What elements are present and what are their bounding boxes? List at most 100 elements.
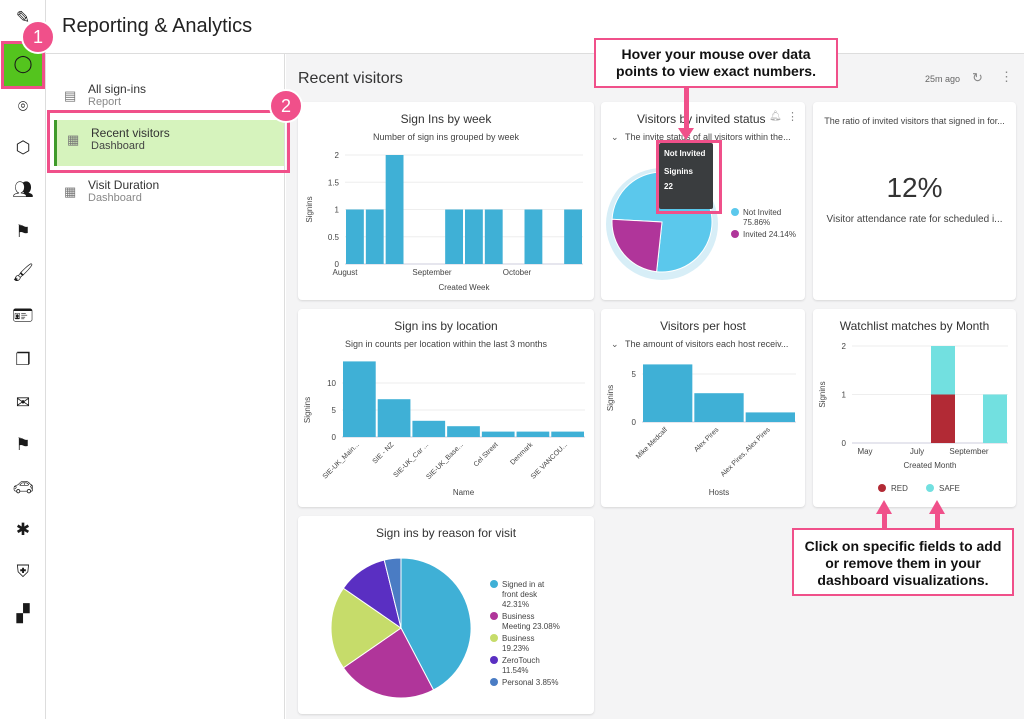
step-badge-1: 1 xyxy=(21,20,55,54)
card-sign-ins-by-reason[interactable]: Signed in at front desk 42.31% Business Meet… xyxy=(298,516,594,714)
pen-icon[interactable]: ✎ xyxy=(15,8,31,27)
paint-roller-icon[interactable]: 🖌︎ xyxy=(12,263,34,282)
badge-icon[interactable]: 🪪︎ xyxy=(12,306,34,325)
last-updated: 25m ago xyxy=(925,74,961,84)
bar xyxy=(365,209,384,264)
pie-slice xyxy=(383,557,402,629)
reports-nav: ▤ All sign-ins Report ▦ Recent visitors … xyxy=(46,54,285,719)
location-icon[interactable]: ⌾ xyxy=(17,97,29,116)
highlight-recent-visitors xyxy=(47,110,290,173)
x-tick-label: SIE-UK_Main... xyxy=(322,441,361,480)
tooltip-label: Not Invited xyxy=(664,149,706,158)
x-tick-label: Alex Pires xyxy=(693,426,721,454)
legend-label: Invited 24.14% xyxy=(743,230,796,239)
signpost-icon[interactable]: ⚑ xyxy=(15,222,31,241)
card-visitors-per-host[interactable]: 0 5 Mike Medcalf Alex Pires Alex Pires, Alex… xyxy=(601,309,805,507)
arrow-up-red xyxy=(876,500,892,514)
dashboard-icon: ▦ xyxy=(64,184,77,199)
card-title: Sign ins by location xyxy=(394,319,498,333)
package-icon[interactable]: ⬡ xyxy=(15,138,31,157)
flag-icon[interactable]: ⚑ xyxy=(15,435,31,454)
y-tick-label: 0 xyxy=(842,439,847,448)
click-tip-callout: Click on specific fields to add or remov… xyxy=(792,528,1014,596)
card-subtitle: The invite status of all visitors within… xyxy=(625,132,791,142)
legend-label: RED xyxy=(891,484,908,493)
bar xyxy=(481,431,515,437)
bar xyxy=(931,394,955,443)
card-title: Visitors by invited status xyxy=(637,112,766,126)
bar xyxy=(643,364,693,422)
card-watchlist-matches[interactable]: 0 1 2 May July September Created Month Signins R… xyxy=(813,309,1016,507)
x-tick-label: May xyxy=(857,447,872,456)
icon-rail: ✎ ◯ ⌾ ⬡ 👥︎ ⚑ 🖌︎ 🪪︎ ❐ ✉ ⚑ 🚗︎ ✱ ⛨ ▞ xyxy=(0,0,46,719)
x-tick-label: Cel Street xyxy=(473,441,500,468)
x-tick-label: August xyxy=(333,268,359,277)
mail-icon[interactable]: ✉ xyxy=(15,393,31,412)
report-icon: ▤ xyxy=(64,88,77,103)
bar xyxy=(346,209,364,264)
x-tick-label: October xyxy=(503,268,532,277)
legend-swatch xyxy=(490,656,498,664)
arrow-down xyxy=(684,86,689,130)
page-title: Reporting & Analytics xyxy=(62,15,253,37)
nav-item-all-sign-ins[interactable]: ▤ All sign-ins Report xyxy=(54,76,284,124)
x-tick-label: September xyxy=(412,268,451,277)
tooltip-value: 22 xyxy=(664,182,673,191)
y-tick-label: 2 xyxy=(842,342,847,351)
car-icon[interactable]: 🚗︎ xyxy=(12,478,34,497)
layout-icon[interactable]: ▞ xyxy=(16,604,30,623)
nav-item-type: Dashboard xyxy=(88,192,142,204)
y-tick-label: 0.5 xyxy=(328,233,340,242)
nav-item-label: Recent visitors xyxy=(91,126,170,140)
x-tick-label: July xyxy=(910,447,924,456)
legend-label: Not Invited 75.86% xyxy=(743,208,781,227)
x-axis-label: Hosts xyxy=(709,488,729,497)
nav-item-label: All sign-ins xyxy=(88,82,147,96)
documents-icon[interactable]: ❐ xyxy=(15,350,31,369)
legend-swatch xyxy=(731,230,739,238)
card-subtitle: Number of sign ins grouped by week xyxy=(372,132,520,142)
step-badge-2: 2 xyxy=(269,89,303,123)
x-tick-label: SIE - NZ xyxy=(372,441,396,465)
dashboard-title: Recent visitors xyxy=(298,70,403,87)
bar xyxy=(412,420,446,437)
arrow-up-safe xyxy=(929,500,945,514)
bar xyxy=(385,155,404,264)
card-subtitle: The ratio of invited visitors that signe… xyxy=(824,116,1005,126)
bar xyxy=(484,209,503,264)
shield-icon[interactable]: ⛨ xyxy=(16,562,30,581)
card-sign-ins-by-location[interactable]: 0 5 10 SIE-UK_Main... SIE - NZ SIE-UK_Car ...… xyxy=(298,309,594,507)
more-options-icon[interactable]: ⋮ xyxy=(1000,69,1013,84)
pie-slice xyxy=(342,627,435,699)
nav-item-recent-visitors[interactable]: ▦ Recent visitors Dashboard xyxy=(54,120,284,166)
expand-chevron-icon[interactable]: ⌄ xyxy=(611,339,619,349)
bar xyxy=(516,431,550,437)
header-divider xyxy=(46,53,1024,54)
expand-chevron-icon[interactable]: ⌄ xyxy=(611,132,619,142)
bar xyxy=(983,394,1007,443)
kpi-label: Visitor attendance rate for scheduled i.… xyxy=(826,214,1003,225)
legend-swatch xyxy=(490,678,498,686)
refresh-icon[interactable]: ↻ xyxy=(972,70,983,85)
bar xyxy=(465,209,483,264)
y-tick-label: 0 xyxy=(335,260,340,269)
nav-item-visit-duration[interactable]: ▦ Visit Duration Dashboard xyxy=(54,172,284,220)
card-title: Visitors per host xyxy=(660,319,746,333)
bar xyxy=(447,426,480,437)
y-axis-label: Signins xyxy=(303,397,312,423)
alert-bell-icon[interactable]: 🔔︎ xyxy=(769,111,782,122)
legend-swatch xyxy=(878,484,886,492)
card-menu-icon[interactable]: ⋮ xyxy=(787,111,798,123)
legend-label: Personal 3.85% xyxy=(502,678,558,687)
nav-item-type: Report xyxy=(88,96,122,108)
bar xyxy=(931,346,955,395)
puzzle-icon[interactable]: ✱ xyxy=(15,520,31,539)
bar xyxy=(524,209,543,264)
y-tick-label: 2 xyxy=(335,151,340,160)
dashboard-icon: ▦ xyxy=(67,132,80,147)
card-attendance-rate[interactable]: The ratio of invited visitors that signe… xyxy=(813,102,1016,300)
nav-item-type: Dashboard xyxy=(91,140,145,152)
card-sign-ins-by-week[interactable]: 0 0.5 1 1.5 2 August September October Created W… xyxy=(298,102,594,300)
people-icon[interactable]: 👥︎ xyxy=(12,180,34,199)
legend-swatch xyxy=(731,208,739,216)
